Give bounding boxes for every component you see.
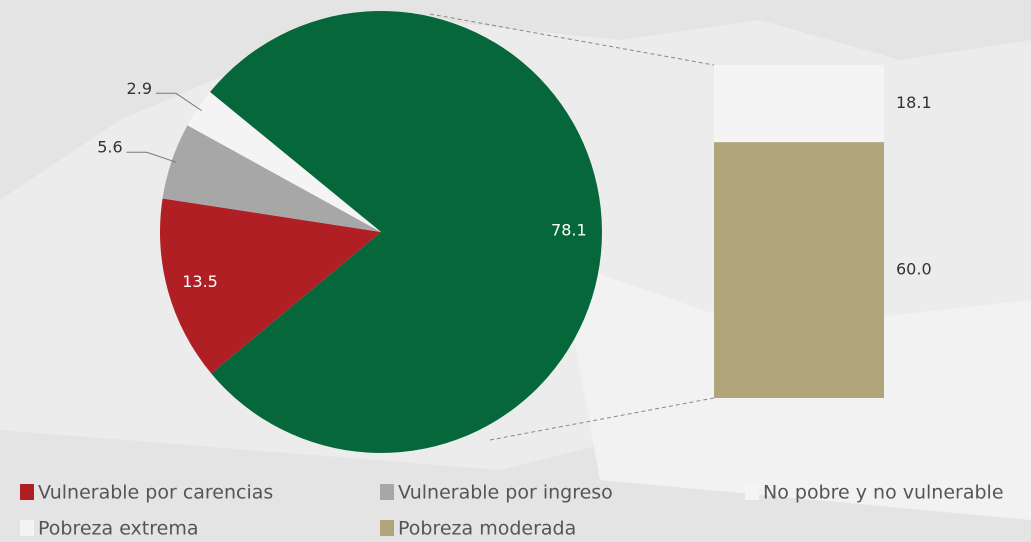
legend-swatch	[380, 520, 394, 536]
data-label: 5.6	[97, 138, 122, 157]
legend-label: Pobreza moderada	[398, 518, 576, 540]
data-label: 60.0	[896, 260, 932, 279]
bar-segment	[714, 142, 884, 398]
data-label: 13.5	[182, 272, 218, 291]
legend-label: Vulnerable por ingreso	[398, 482, 613, 504]
legend-swatch	[20, 484, 34, 500]
legend-swatch	[20, 520, 34, 536]
legend-label: Pobreza extrema	[38, 518, 199, 540]
legend-label: No pobre y no vulnerable	[763, 482, 1004, 504]
data-label: 2.9	[127, 79, 152, 98]
legend-label: Vulnerable por carencias	[38, 482, 273, 504]
legend-swatch	[745, 484, 759, 500]
chart: 78.1 13.5 5.6 2.9 18.1 60.0 Vulnerable por car…	[0, 0, 1031, 542]
data-label: 18.1	[896, 93, 932, 112]
bar-segment	[714, 65, 884, 142]
legend-swatch	[380, 484, 394, 500]
data-label: 78.1	[551, 221, 587, 240]
